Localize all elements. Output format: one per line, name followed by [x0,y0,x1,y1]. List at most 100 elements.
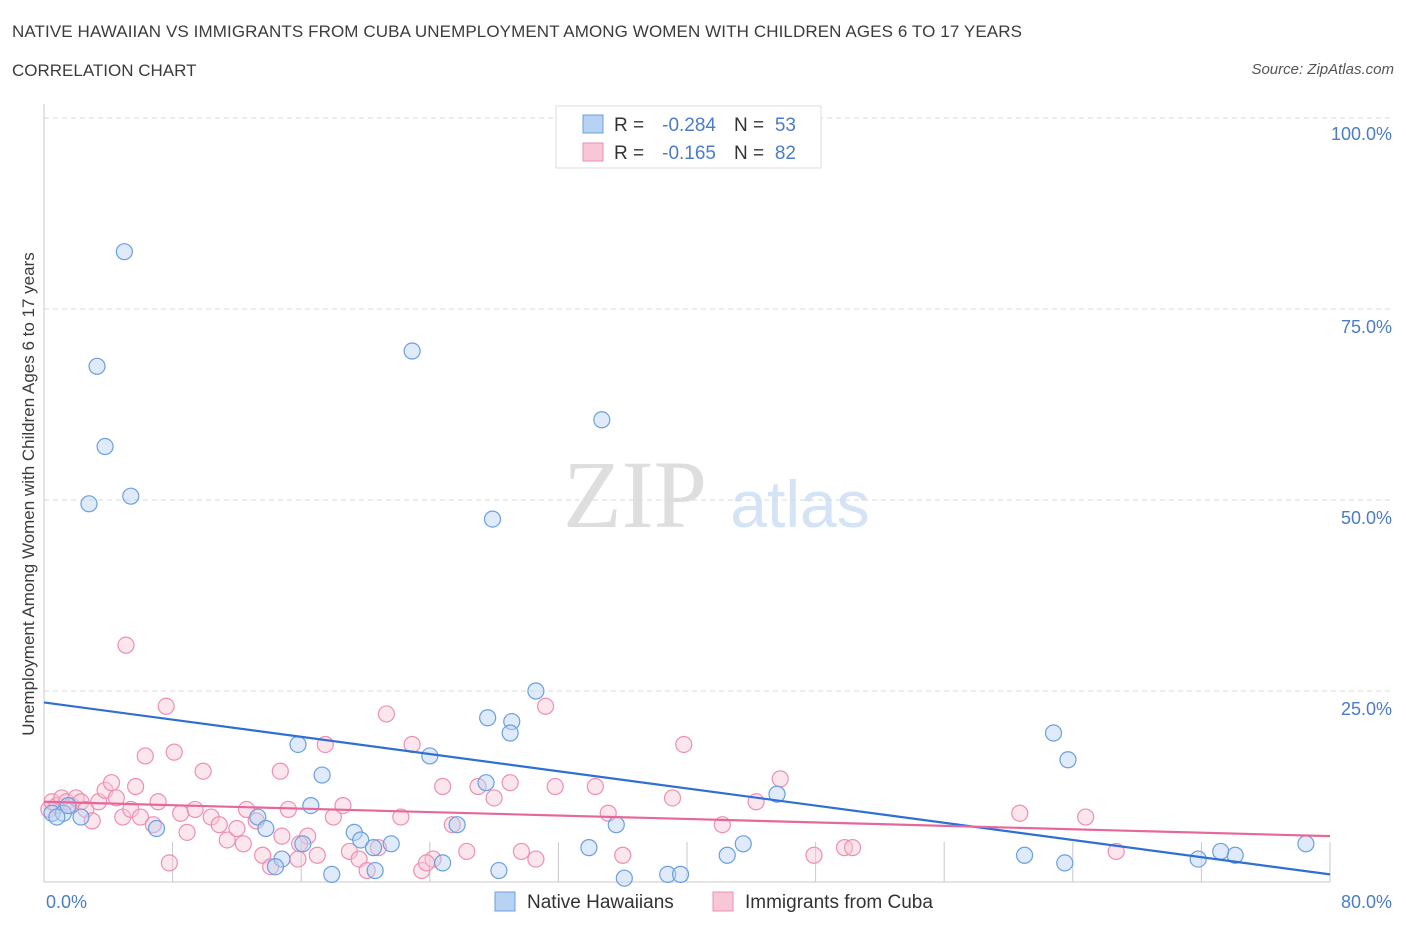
n-value: 82 [775,143,796,164]
native-hawaiian-point [48,808,66,826]
n-label: N = [734,115,764,136]
native-hawaiian-point [1044,724,1063,742]
native-hawaiian-point [1056,854,1074,872]
native-hawaiian-point [382,835,400,853]
r-value: -0.284 [662,115,716,136]
y-tick-label: 50.0% [1341,508,1392,528]
legend-label: Immigrants from Cuba [745,892,933,913]
native-hawaiian-point [364,839,383,857]
cuba-point [434,777,452,796]
legend-swatch [712,891,734,912]
native-hawaiian-point [1015,846,1034,864]
x-tick-label-min: 0.0% [46,892,87,912]
watermark-zip: ZIP [563,441,707,548]
y-tick-label: 100.0% [1331,124,1392,144]
cuba-point [392,808,410,826]
native-hawaiian-point [1297,835,1315,853]
cuba-point [218,831,236,849]
cuba-point [536,697,555,715]
native-hawaiian-point [302,796,320,815]
native-hawaiian-point [607,816,625,834]
cuba-point [194,762,212,780]
grid-lines [44,117,1392,692]
cuba-point [102,774,121,792]
x-tick-labels: 0.0% 80.0% [46,892,1392,912]
cuba-point [157,697,175,715]
y-axis-label: Unemployment Among Women with Children A… [19,252,38,736]
native-hawaiian-point [448,816,466,834]
cuba-point [308,846,326,864]
cuba-point [107,789,125,807]
cuba-point [458,842,476,861]
cuba-point [771,770,789,788]
n-label: N = [734,143,764,164]
native-hawaiian-point [403,342,421,360]
native-hawaiian-point [313,766,331,784]
cuba-point [210,816,228,834]
cuba-point [160,854,178,872]
stats-legend-swatch [582,114,604,134]
cuba-point [1011,804,1029,822]
cuba-point [377,705,395,723]
legend-label: Native Hawaiians [527,892,674,913]
cuba-point [117,636,135,654]
native-hawaiian-point [734,835,752,853]
native-hawaiian-point [352,831,370,849]
native-hawaiian-point [366,861,384,880]
cuba-point [131,808,150,826]
stats-legend-swatch [582,142,604,162]
native-hawaiian-point [294,835,312,853]
cuba-point [369,839,387,857]
data-points [40,243,1315,887]
axes [43,104,1331,883]
cuba-point [271,762,289,780]
cuba-point [675,735,693,754]
cuba-point [165,743,183,761]
cuba-point [546,777,564,796]
native-hawaiian-point [580,839,598,857]
cuba-point [501,774,519,792]
x-tick-label-max: 80.0% [1341,892,1392,912]
cuba-point [83,812,101,830]
r-label: R = [614,115,644,136]
r-label: R = [614,143,644,164]
native-hawaiian-point [115,243,133,261]
y-tick-labels: 100.0% 75.0% 50.0% 25.0% [1331,124,1392,719]
native-hawaiian-point [659,865,677,883]
cuba-point [805,846,823,864]
cuba-point [469,777,487,796]
cuba-point [149,793,167,811]
cuba-point [289,850,307,868]
trend-lines [43,701,1331,876]
cuba-point [417,854,436,872]
native-hawaiian-point [122,487,140,505]
cuba-point [443,816,461,834]
cuba-point [172,804,190,822]
native-hawaiian-point [147,819,166,838]
cuba-point [614,846,632,864]
legend-swatch [494,891,516,912]
native-hawaiian-point [1212,842,1230,861]
native-hawaiian-point [671,865,690,883]
native-hawaiian-point [96,437,114,456]
native-hawaiian-point [88,357,106,375]
r-value: -0.165 [662,143,716,164]
cuba-point [663,789,682,807]
native-hawaiian-point [257,819,275,838]
native-hawaiian-point [615,869,633,887]
native-hawaiian-point [266,858,285,876]
native-hawaiian-point [434,854,452,872]
native-hawaiian-point [483,510,502,528]
cuba-point [1077,808,1095,826]
native-hawaiian-point [490,861,508,880]
native-hawaiian-trend-line [43,701,1331,876]
native-hawaiian-point [593,411,611,429]
chart-title: NATIVE HAWAIIAN VS IMMIGRANTS FROM CUBA … [12,22,1023,41]
cuba-point [586,777,604,796]
native-hawaiian-point [72,808,90,826]
native-hawaiian-point [479,709,497,727]
cuba-trend-line [43,800,1331,838]
native-hawaiian-point [477,774,495,792]
cuba-point [136,747,154,765]
